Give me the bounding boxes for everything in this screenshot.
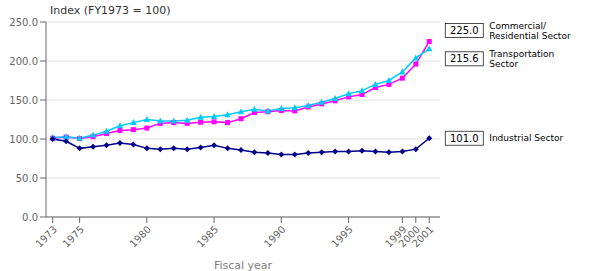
svg-text:225.0: 225.0 <box>450 25 479 36</box>
svg-text:0.0: 0.0 <box>22 212 38 223</box>
svg-text:1995: 1995 <box>329 224 355 250</box>
svg-text:1973: 1973 <box>33 224 59 250</box>
svg-text:200.0: 200.0 <box>9 56 38 67</box>
svg-text:1980: 1980 <box>128 224 154 250</box>
svg-text:1985: 1985 <box>195 224 221 250</box>
svg-text:2000: 2000 <box>396 223 423 250</box>
svg-text:250.0: 250.0 <box>9 17 38 28</box>
svg-text:2001: 2001 <box>410 224 436 250</box>
svg-text:1990: 1990 <box>262 224 288 250</box>
svg-text:101.0: 101.0 <box>450 133 479 144</box>
svg-text:150.0: 150.0 <box>9 95 38 106</box>
svg-text:Industrial Sector: Industrial Sector <box>489 133 563 143</box>
svg-text:50.0: 50.0 <box>16 173 38 184</box>
svg-text:215.6: 215.6 <box>450 53 479 64</box>
svg-text:TransportationSector: TransportationSector <box>488 49 554 69</box>
svg-text:100.0: 100.0 <box>9 134 38 145</box>
svg-text:Commercial/Residential Sector: Commercial/Residential Sector <box>489 21 571 41</box>
svg-text:1975: 1975 <box>60 224 86 250</box>
svg-text:1999: 1999 <box>383 223 409 250</box>
svg-text:Fiscal year: Fiscal year <box>214 259 273 271</box>
html-text:Index (FY1973 = 100): Index (FY1973 = 100) <box>50 4 171 17</box>
